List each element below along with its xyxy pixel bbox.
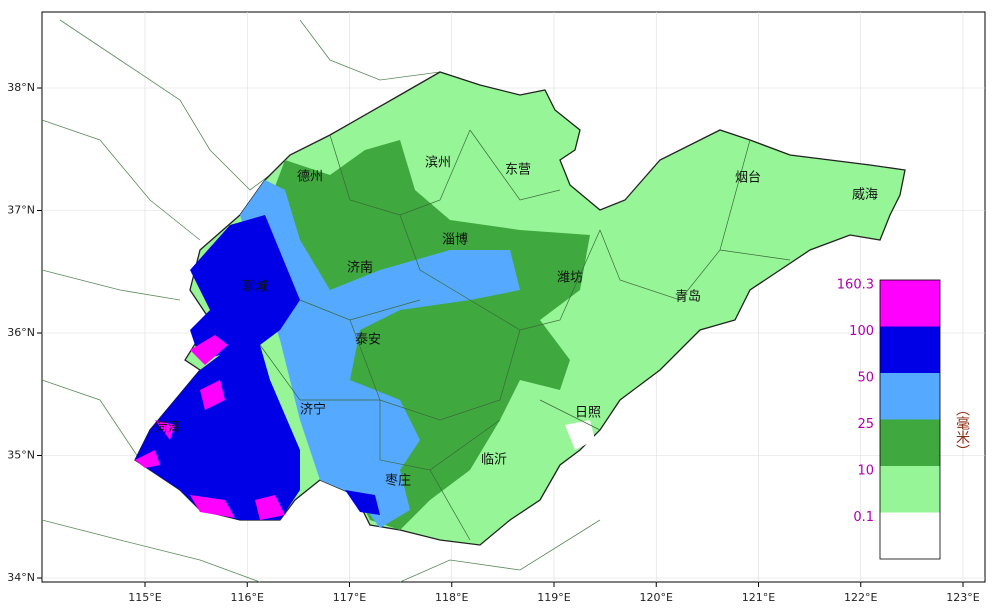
lon-tick-label: 121°E (742, 591, 775, 604)
legend-swatch (880, 373, 940, 420)
legend-label: 25 (857, 417, 874, 432)
city-label: 德州 (297, 170, 323, 185)
rain-areas (135, 140, 595, 530)
axis-ticks: 115°E 116°E 117°E 118°E 119°E 120°E 121°E 122°E… (7, 81, 980, 604)
legend-swatch (880, 280, 940, 327)
legend-unit: （毫米） (954, 402, 970, 458)
lon-tick-label: 118°E (435, 591, 468, 604)
lat-tick-label: 35°N (7, 449, 35, 462)
lon-tick-label: 116°E (231, 591, 264, 604)
city-borders (259, 129, 791, 541)
legend-label: 100 (849, 324, 874, 339)
lat-tick-label: 37°N (7, 204, 35, 217)
lon-tick-label: 117°E (333, 591, 366, 604)
borders (41, 19, 601, 583)
lon-tick-label: 119°E (537, 591, 570, 604)
legend-swatch (880, 419, 940, 466)
city-label: 青岛 (675, 289, 701, 305)
city-label: 聊城 (242, 280, 268, 295)
lon-tick-label: 120°E (640, 591, 673, 604)
city-label: 淄博 (442, 233, 468, 248)
legend-label: 50 (857, 371, 874, 386)
city-label: 潍坊 (557, 271, 583, 286)
legend-label: 10 (857, 464, 874, 479)
city-label: 泰安 (355, 333, 381, 348)
lon-tick-label: 123°E (946, 591, 979, 604)
lat-tick-label: 34°N (7, 571, 35, 584)
city-label: 临沂 (481, 453, 507, 468)
city-labels: 德州 滨州东营烟台威海淄博济南潍坊聊城青岛泰安济宁 日照菏泽临沂枣庄 (155, 155, 878, 489)
city-label: 菏泽 (155, 421, 181, 436)
legend: 160.3 100 50 25 10 0.1 （毫米） (837, 278, 970, 560)
lon-tick-label: 115°E (128, 591, 161, 604)
legend-label: 0.1 (853, 510, 874, 525)
legend-border (879, 279, 941, 560)
legend-label: 160.3 (837, 278, 874, 293)
lat-tick-label: 38°N (7, 81, 35, 94)
city-label: 滨州 (425, 155, 451, 171)
city-label: 枣庄 (385, 473, 411, 489)
city-label: 日照 (575, 406, 601, 421)
city-label: 东营 (505, 163, 531, 178)
city-label: 威海 (852, 188, 878, 203)
legend-swatch (880, 512, 940, 559)
city-label: 烟台 (735, 171, 761, 186)
city-label: 济宁 (300, 402, 326, 418)
legend-swatch (880, 466, 940, 513)
lat-tick-label: 36°N (7, 326, 35, 339)
lon-tick-label: 122°E (844, 591, 877, 604)
city-label: 济南 (347, 260, 373, 276)
graticule (42, 12, 985, 582)
legend-swatch (880, 326, 940, 373)
